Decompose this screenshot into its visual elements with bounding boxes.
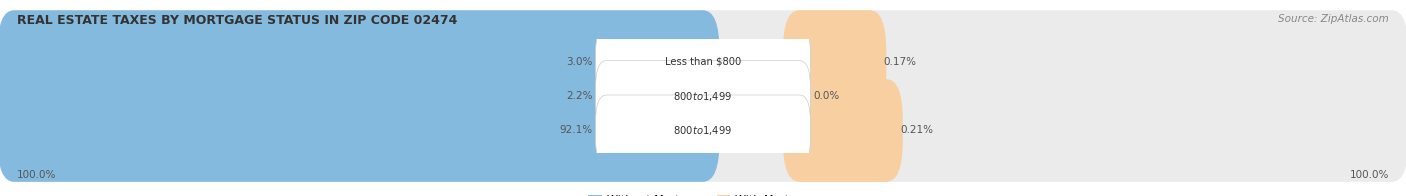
Text: 0.17%: 0.17% [883,57,917,67]
FancyBboxPatch shape [596,95,810,166]
FancyBboxPatch shape [0,45,1406,147]
FancyBboxPatch shape [0,10,1406,113]
Text: $800 to $1,499: $800 to $1,499 [673,90,733,103]
FancyBboxPatch shape [0,45,720,147]
Text: 0.21%: 0.21% [900,125,934,135]
Text: 3.0%: 3.0% [567,57,593,67]
Legend: Without Mortgage, With Mortgage: Without Mortgage, With Mortgage [583,191,823,196]
Text: 100.0%: 100.0% [1350,170,1389,180]
FancyBboxPatch shape [783,10,886,113]
Text: REAL ESTATE TAXES BY MORTGAGE STATUS IN ZIP CODE 02474: REAL ESTATE TAXES BY MORTGAGE STATUS IN … [17,14,457,27]
Text: Less than $800: Less than $800 [665,57,741,67]
FancyBboxPatch shape [0,79,1406,182]
Text: 2.2%: 2.2% [567,91,593,101]
Text: 100.0%: 100.0% [17,170,56,180]
FancyBboxPatch shape [0,10,720,113]
FancyBboxPatch shape [596,26,810,97]
Text: Source: ZipAtlas.com: Source: ZipAtlas.com [1278,14,1389,24]
Text: 0.0%: 0.0% [813,91,839,101]
FancyBboxPatch shape [783,79,903,182]
Text: $800 to $1,499: $800 to $1,499 [673,124,733,137]
FancyBboxPatch shape [596,61,810,132]
Text: 92.1%: 92.1% [560,125,593,135]
FancyBboxPatch shape [0,79,720,182]
